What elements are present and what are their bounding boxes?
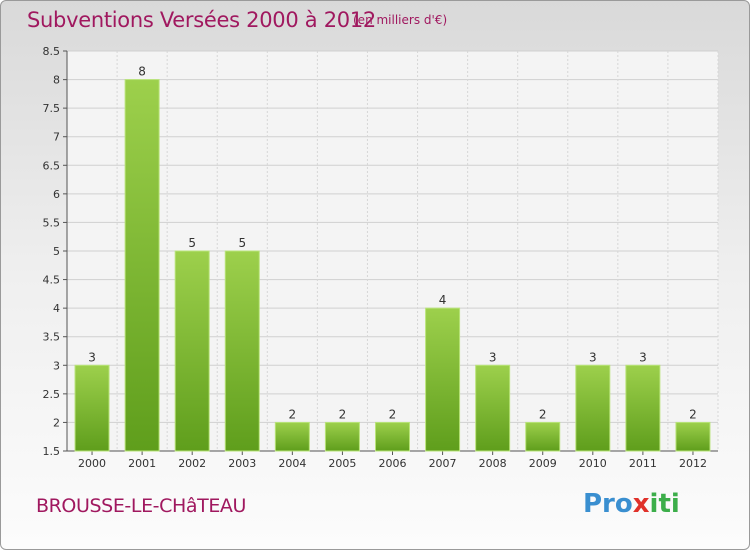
- logo-text-3: iti: [649, 489, 680, 519]
- x-tick-label: 2004: [278, 457, 306, 470]
- x-tick-label: 2010: [579, 457, 607, 470]
- bar-2012: [675, 421, 711, 452]
- data-label: 2: [539, 407, 547, 421]
- bar-2011: [625, 364, 661, 452]
- data-label: 3: [639, 350, 647, 364]
- labels: 1.5 2 2.5 3 3.5 4 4.5 5 5.5 6 6.5 7 7.5 8 8.5 3 2000 8 200…: [43, 45, 707, 470]
- x-tick-label: 2002: [178, 457, 206, 470]
- y-tick-label: 6: [53, 188, 60, 201]
- bar-2008: [475, 364, 511, 452]
- data-label: 5: [238, 236, 246, 250]
- data-label: 2: [289, 407, 297, 421]
- logo-text-2: x: [632, 489, 650, 519]
- bar-2006: [375, 421, 410, 452]
- data-label: 2: [389, 407, 397, 421]
- x-tick-label: 2005: [328, 457, 356, 470]
- y-tick-label: 7: [53, 131, 60, 144]
- bar-2009: [525, 421, 561, 452]
- y-tick-label: 3.5: [43, 331, 61, 344]
- location-name: BROUSSE-LE-CHâTEAU: [36, 495, 247, 517]
- x-tick-label: 2008: [479, 457, 507, 470]
- x-tick-label: 2003: [228, 457, 256, 470]
- chart-title: Subventions Versées 2000 à 2012: [27, 8, 376, 32]
- bar-2005: [324, 421, 360, 452]
- y-tick-label: 4.5: [43, 274, 61, 287]
- bar-2004: [274, 421, 310, 452]
- y-tick-label: 6.5: [43, 159, 61, 172]
- x-tick-label: 2006: [379, 457, 407, 470]
- bars: [74, 79, 711, 452]
- y-tick-label: 7.5: [43, 102, 61, 115]
- x-tick-label: 2001: [128, 457, 156, 470]
- bar-2010: [575, 364, 611, 452]
- y-tick-label: 1.5: [43, 445, 61, 458]
- y-tick-label: 5.5: [43, 216, 61, 229]
- data-label: 3: [88, 350, 96, 364]
- bar-2003: [224, 250, 260, 452]
- data-label: 2: [339, 407, 347, 421]
- x-tick-label: 2009: [529, 457, 557, 470]
- chart-subtitle: (en milliers d'€): [353, 13, 448, 27]
- grid-lines: [66, 50, 719, 452]
- y-tick-label: 8.5: [43, 45, 61, 58]
- proxiti-logo[interactable]: Proxiti: [583, 489, 680, 519]
- y-tick-label: 2: [53, 416, 60, 429]
- data-label: 5: [188, 236, 196, 250]
- data-label: 4: [439, 293, 447, 307]
- data-label: 3: [489, 350, 497, 364]
- x-tick-label: 2007: [429, 457, 457, 470]
- y-tick-label: 4: [53, 302, 60, 315]
- bar-2007: [425, 307, 461, 452]
- y-tick-label: 3: [53, 359, 60, 372]
- x-tick-label: 2011: [629, 457, 657, 470]
- y-tick-label: 2.5: [43, 388, 61, 401]
- x-tick-label: 2012: [679, 457, 707, 470]
- data-label: 8: [138, 65, 146, 79]
- y-tick-label: 5: [53, 245, 60, 258]
- y-tick-label: 8: [53, 74, 60, 87]
- bar-2002: [174, 250, 210, 452]
- logo-text-1: Pro: [583, 489, 633, 519]
- x-tick-label: 2000: [78, 457, 106, 470]
- bar-2001: [124, 79, 160, 452]
- data-label: 2: [689, 407, 697, 421]
- data-label: 3: [589, 350, 597, 364]
- bar-2000: [74, 364, 110, 452]
